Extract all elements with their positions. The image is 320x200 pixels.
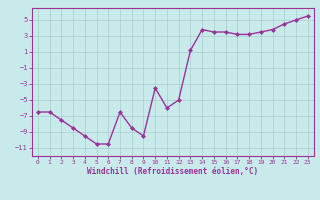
X-axis label: Windchill (Refroidissement éolien,°C): Windchill (Refroidissement éolien,°C) [87, 167, 258, 176]
